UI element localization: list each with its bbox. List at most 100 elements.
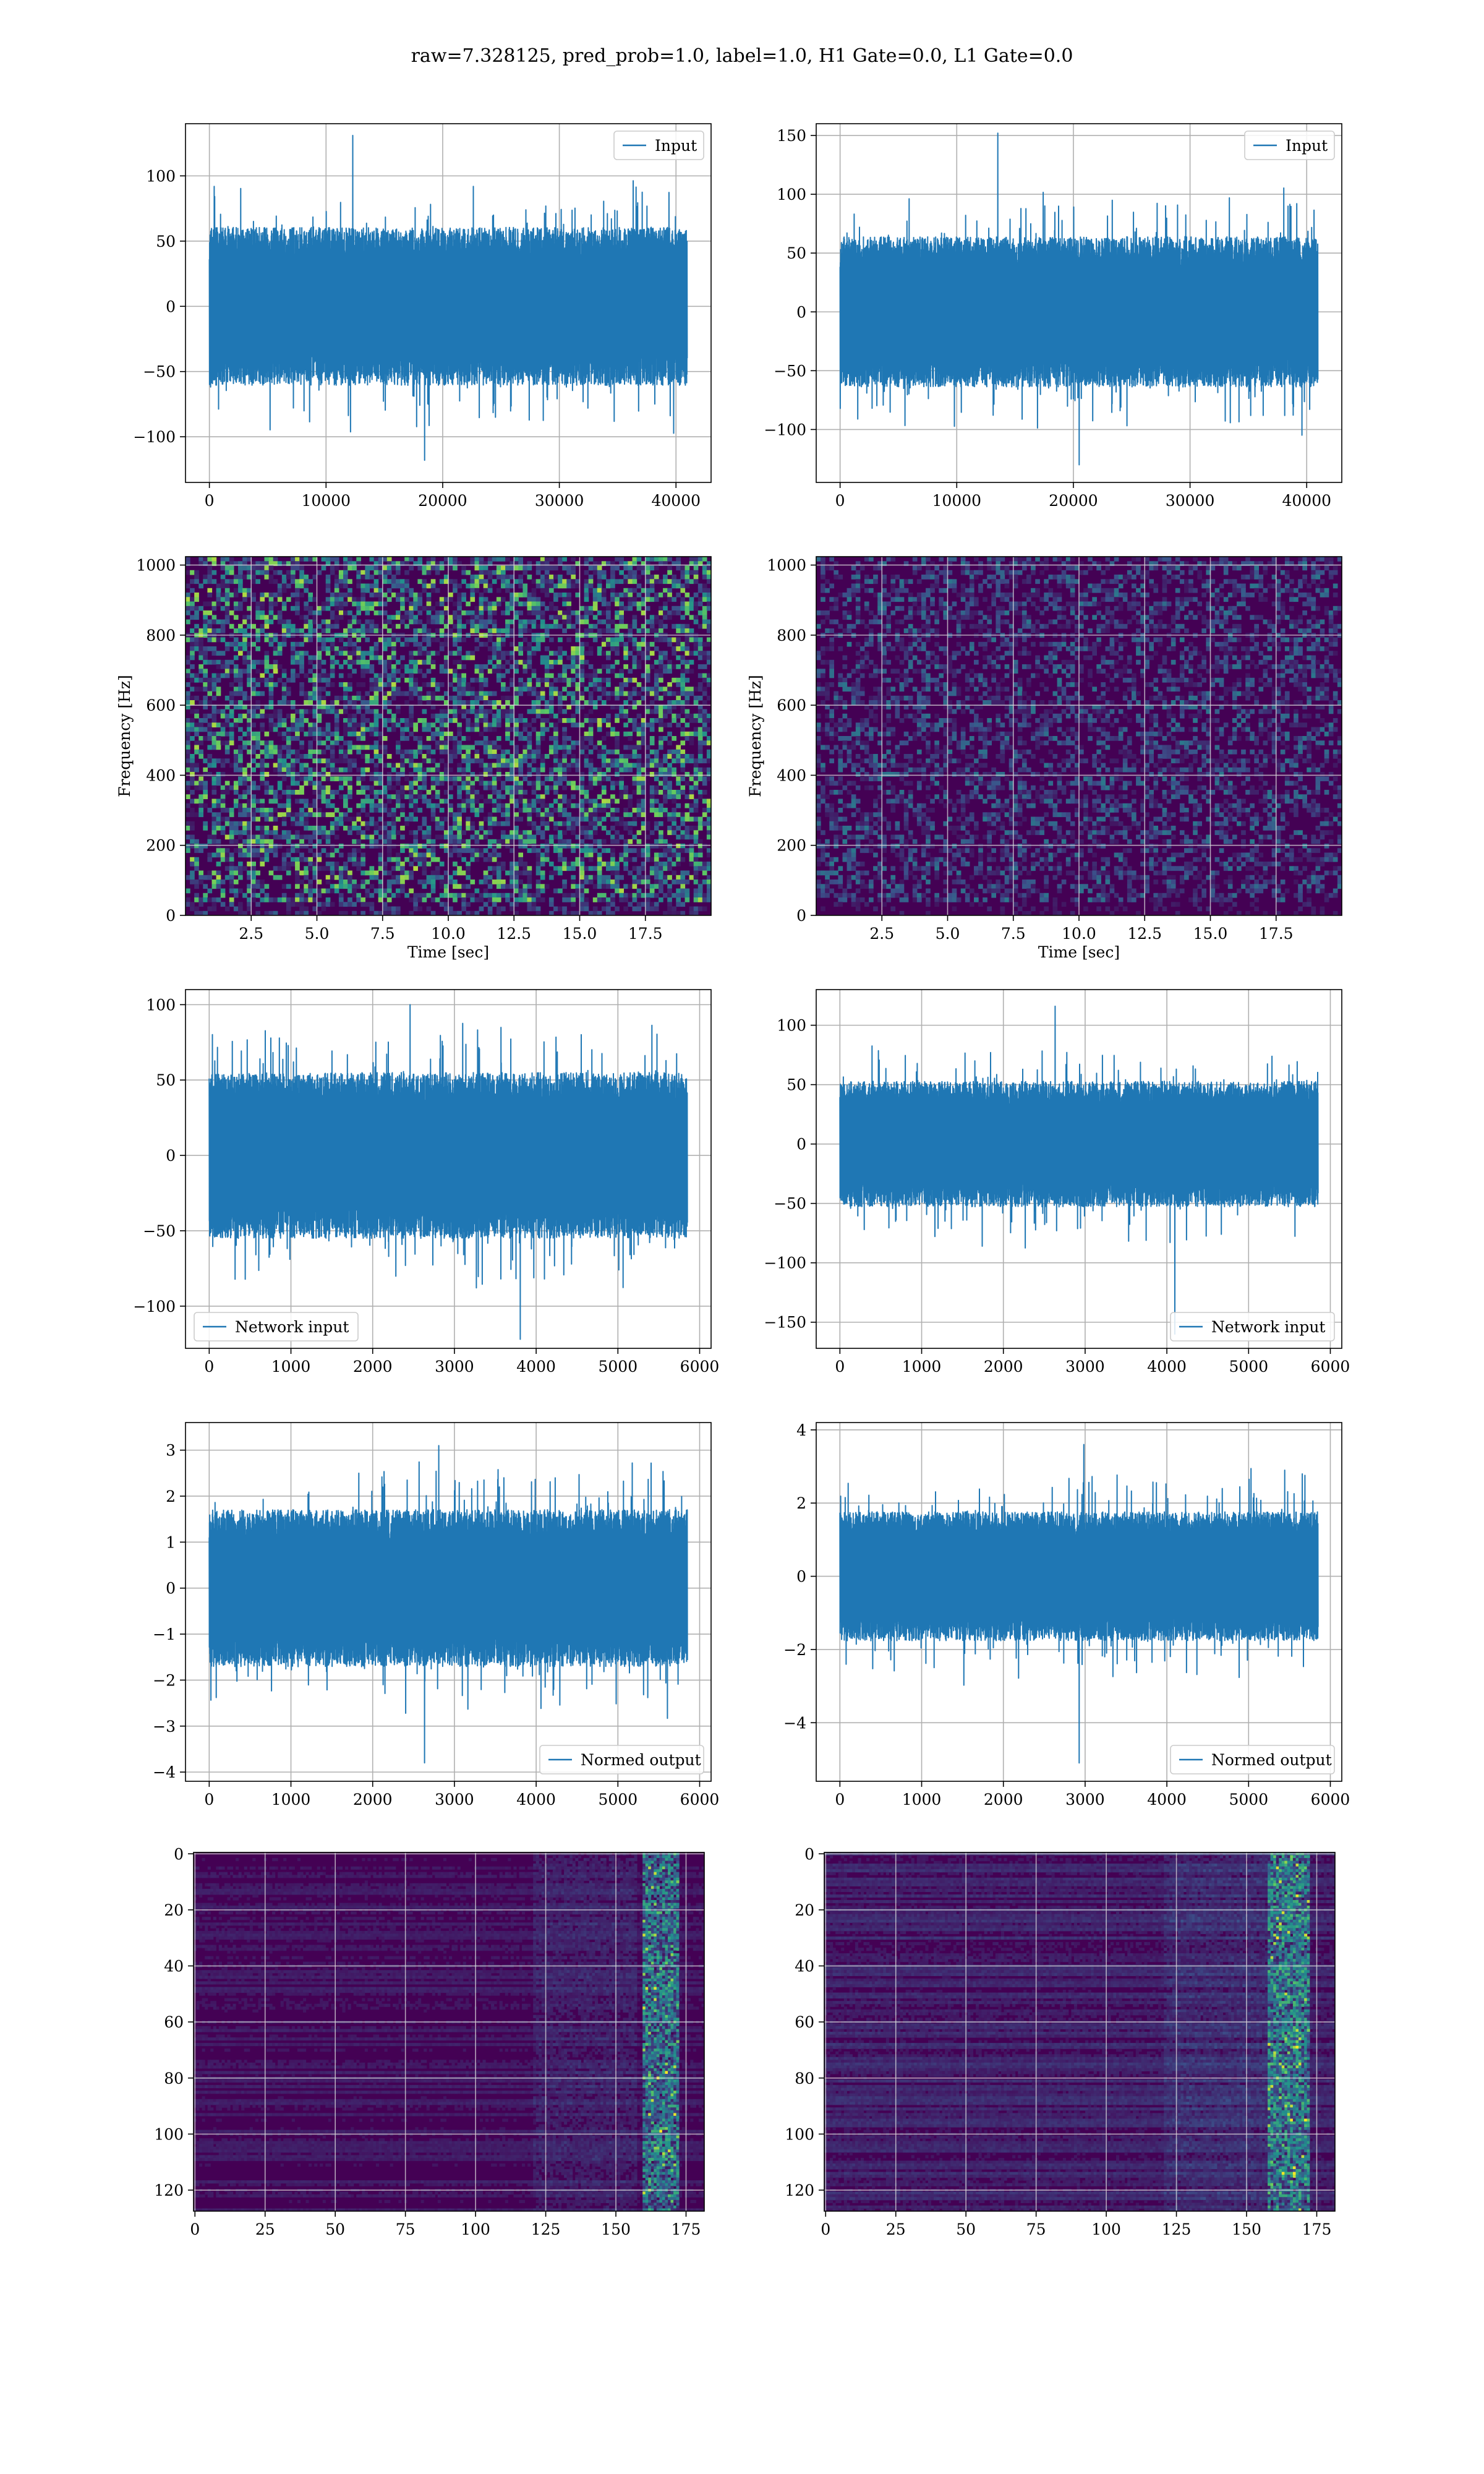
h1-network-input-legend: Network input [194, 1312, 359, 1342]
h1-spectrogram-plot-area [186, 557, 711, 915]
l1-network-input-ytick-label: −50 [774, 1195, 806, 1213]
l1-feature-map-xtick-label: 100 [1091, 2220, 1121, 2238]
l1-spectrogram-xtick-label: 17.5 [1259, 925, 1294, 943]
l1-feature-map-ticks: 0 25 50 75 100 125 150 175 0 20 40 60 80 100 120 [785, 1845, 1331, 2238]
h1-normed-output-xtick-label: 0 [204, 1791, 214, 1808]
h1-normed-output-legend-label: Normed output [581, 1751, 701, 1769]
l1-normed-output-xtick-label: 6000 [1311, 1791, 1350, 1808]
l1-input-axes-frame [816, 123, 1342, 483]
l1-spectrogram-ticks: 2.5 5.0 7.5 10.0 12.5 15.0 17.5 0 200 400 600 800 10… [767, 557, 1293, 943]
l1-spectrogram-xtick-label: 2.5 [869, 925, 894, 943]
l1-spectrogram-subplot: 2.5 5.0 7.5 10.0 12.5 15.0 17.5 0 200 400 600 800 10… [746, 556, 1342, 961]
h1-feature-map-ytick-label: 120 [154, 2181, 184, 2199]
h1-network-input-xtick-label: 5000 [598, 1358, 638, 1376]
l1-normed-output-xtick-label: 4000 [1147, 1791, 1187, 1808]
l1-spectrogram-xtick-label: 7.5 [1001, 925, 1026, 943]
h1-input-xtick-label: 20000 [418, 492, 467, 510]
l1-feature-map-xtick-label: 175 [1302, 2220, 1332, 2238]
h1-network-input-xtick-label: 6000 [680, 1358, 720, 1376]
h1-normed-output-xtick-label: 2000 [353, 1791, 393, 1808]
l1-input-legend-label: Input [1286, 137, 1328, 155]
h1-normed-output-ytick-label: 2 [166, 1487, 176, 1505]
h1-normed-output-xtick-label: 1000 [271, 1791, 311, 1808]
h1-spectrogram-ticks: 2.5 5.0 7.5 10.0 12.5 15.0 17.5 0 200 400 600 800 10… [136, 557, 662, 943]
h1-feature-map-ytick-label: 20 [164, 1901, 184, 1919]
l1-network-input-axes-frame [816, 989, 1342, 1349]
l1-input-xtick-label: 40000 [1282, 492, 1331, 510]
l1-normed-output-legend-label: Normed output [1211, 1751, 1332, 1769]
l1-normed-output-subplot: 0 1000 2000 3000 4000 5000 6000 −4 −2 0 2 4 Normed o… [783, 1421, 1350, 1808]
h1-feature-map-subplot: 0 25 50 75 100 125 150 175 0 20 40 60 80 100 120 [154, 1845, 705, 2238]
h1-network-input-ytick-label: −100 [133, 1298, 176, 1316]
h1-network-input-plot-area [186, 990, 711, 1348]
h1-spectrogram-xtick-label: 10.0 [431, 925, 466, 943]
h1-spectrogram-xlabel: Time [sec] [407, 943, 489, 961]
h1-feature-map-xtick-label: 50 [325, 2220, 345, 2238]
h1-spectrogram-xtick-label: 5.0 [305, 925, 330, 943]
h1-network-input-xtick-label: 1000 [271, 1358, 311, 1376]
l1-normed-output-xtick-label: 1000 [902, 1791, 942, 1808]
h1-spectrogram-grid [186, 557, 711, 915]
l1-input-ytick-label: 100 [777, 186, 806, 203]
l1-normed-output-ytick-label: −2 [783, 1641, 806, 1659]
figure-title: raw=7.328125, pred_prob=1.0, label=1.0, … [411, 45, 1073, 67]
h1-spectrogram-cells [186, 557, 711, 915]
l1-feature-map-xtick-label: 75 [1026, 2220, 1046, 2238]
l1-spectrogram-ytick-label: 800 [777, 627, 806, 644]
l1-input-legend: Input [1244, 131, 1335, 160]
l1-feature-map-ytick-label: 60 [795, 2013, 814, 2031]
l1-network-input-legend-label: Network input [1211, 1318, 1325, 1336]
l1-spectrogram-xtick-label: 10.0 [1062, 925, 1096, 943]
h1-feature-map-xtick-label: 150 [601, 2220, 631, 2238]
l1-normed-output-ytick-label: −4 [783, 1714, 806, 1732]
l1-normed-output-ytick-label: 0 [796, 1568, 806, 1586]
l1-input-xtick-label: 20000 [1049, 492, 1098, 510]
l1-normed-output-xtick-label: 5000 [1229, 1791, 1268, 1808]
l1-normed-output-xtick-label: 0 [835, 1791, 845, 1808]
l1-network-input-xtick-label: 2000 [984, 1358, 1023, 1376]
h1-network-input-axes-frame [185, 989, 712, 1349]
l1-feature-map-ytick-label: 40 [795, 1958, 814, 1975]
h1-input-axes-frame [185, 123, 712, 483]
l1-network-input-ytick-label: 100 [777, 1017, 806, 1035]
h1-input-ticks: 0 10000 20000 30000 40000 −100 −50 0 50 100 [133, 167, 701, 510]
h1-network-input-xtick-label: 0 [204, 1358, 214, 1376]
l1-feature-map-xtick-label: 125 [1162, 2220, 1192, 2238]
l1-normed-output-xtick-label: 3000 [1065, 1791, 1105, 1808]
l1-normed-output-xtick-label: 2000 [984, 1791, 1023, 1808]
l1-input-xtick-label: 30000 [1166, 492, 1215, 510]
l1-spectrogram-ytick-label: 0 [796, 907, 806, 925]
h1-input-plot-area [186, 124, 711, 482]
l1-network-input-ytick-label: 0 [796, 1136, 806, 1154]
l1-input-ytick-label: 50 [787, 244, 806, 262]
h1-feature-map-ytick-label: 40 [164, 1958, 184, 1975]
l1-spectrogram-plot-area [816, 557, 1342, 915]
h1-input-xtick-label: 30000 [535, 492, 584, 510]
h1-feature-map-xtick-label: 100 [461, 2220, 490, 2238]
l1-feature-map-subplot: 0 25 50 75 100 125 150 175 0 20 40 60 80 100 120 [785, 1845, 1336, 2238]
l1-spectrogram-xtick-label: 15.0 [1193, 925, 1228, 943]
h1-normed-output-ytick-label: 1 [166, 1533, 176, 1551]
l1-input-ytick-label: 0 [796, 303, 806, 321]
l1-input-ytick-label: −50 [774, 362, 806, 380]
l1-network-input-xtick-label: 1000 [902, 1358, 942, 1376]
h1-network-input-ytick-label: 0 [166, 1147, 176, 1165]
l1-network-input-xtick-label: 5000 [1229, 1358, 1268, 1376]
l1-normed-output-legend: Normed output [1170, 1745, 1335, 1774]
l1-input-xtick-label: 0 [835, 492, 845, 510]
h1-network-input-xtick-label: 2000 [353, 1358, 393, 1376]
h1-spectrogram-xtick-label: 15.0 [563, 925, 597, 943]
h1-normed-output-xtick-label: 4000 [516, 1791, 556, 1808]
h1-feature-map-ytick-label: 60 [164, 2013, 184, 2031]
h1-normed-output-ytick-label: −1 [153, 1625, 176, 1643]
l1-feature-map-ytick-label: 100 [785, 2125, 814, 2143]
h1-input-legend-label: Input [655, 137, 697, 155]
h1-network-input-ticks: 0 1000 2000 3000 4000 5000 6000 −100 −50 0 50 100 [133, 996, 719, 1376]
l1-feature-map-ytick-label: 120 [785, 2181, 814, 2199]
l1-network-input-ticks: 0 1000 2000 3000 4000 5000 6000 −150 −100 −50 0 50 1… [764, 1017, 1350, 1376]
h1-spectrogram-ytick-label: 600 [146, 696, 176, 714]
l1-input-ytick-label: 150 [777, 127, 806, 145]
l1-feature-map-plot-area [824, 1852, 1335, 2211]
l1-feature-map-axes-frame [824, 1852, 1336, 2212]
h1-input-ytick-label: 0 [166, 297, 176, 315]
